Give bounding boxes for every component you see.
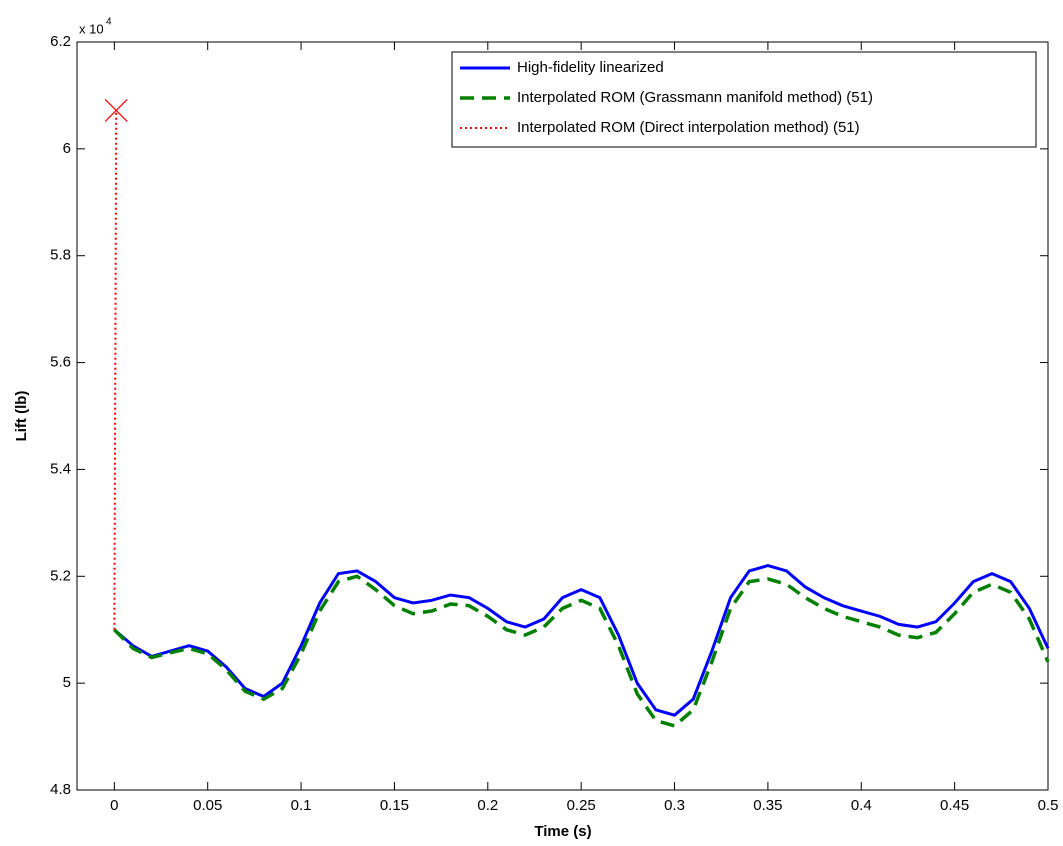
y-tick-label: 6 [63,140,71,157]
legend-label: Interpolated ROM (Direct interpolation m… [517,119,860,136]
legend-box [451,51,1037,148]
legend-label: Interpolated ROM (Grassmann manifold met… [517,89,873,106]
y-tick-label: 5.6 [50,354,71,371]
y-scale-base: x 10 [79,21,104,36]
marker [104,98,128,122]
x-tick-label: 0.15 [380,797,409,814]
y-tick-label: 5 [63,674,71,691]
series-line [113,574,1050,728]
x-tick-label: 0.35 [753,797,782,814]
x-tick-label: 0.05 [193,797,222,814]
x-tick-label: 0.5 [1038,797,1059,814]
x-tick-label: 0.3 [664,797,685,814]
x-tick-label: 0.4 [851,797,872,814]
legend-label: High-fidelity linearized [517,59,664,76]
series-line [113,564,1050,717]
y-tick-label: 4.8 [50,781,71,798]
plot-area [76,41,1049,791]
y-scale-exponent: 4 [106,17,112,28]
x-tick-label: 0.2 [477,797,498,814]
y-tick-label: 6.2 [50,33,71,50]
x-axis-label: Time (s) [534,823,591,840]
x-tick-label: 0.1 [291,797,312,814]
x-tick-label: 0.25 [567,797,596,814]
x-tick-label: 0.45 [940,797,969,814]
x-tick-label: 0 [110,797,118,814]
y-tick-label: 5.4 [50,460,71,477]
y-tick-label: 5.8 [50,247,71,264]
y-tick-label: 5.2 [50,567,71,584]
series-line [113,110,118,630]
y-axis-label: Lift (lb) [13,391,30,442]
